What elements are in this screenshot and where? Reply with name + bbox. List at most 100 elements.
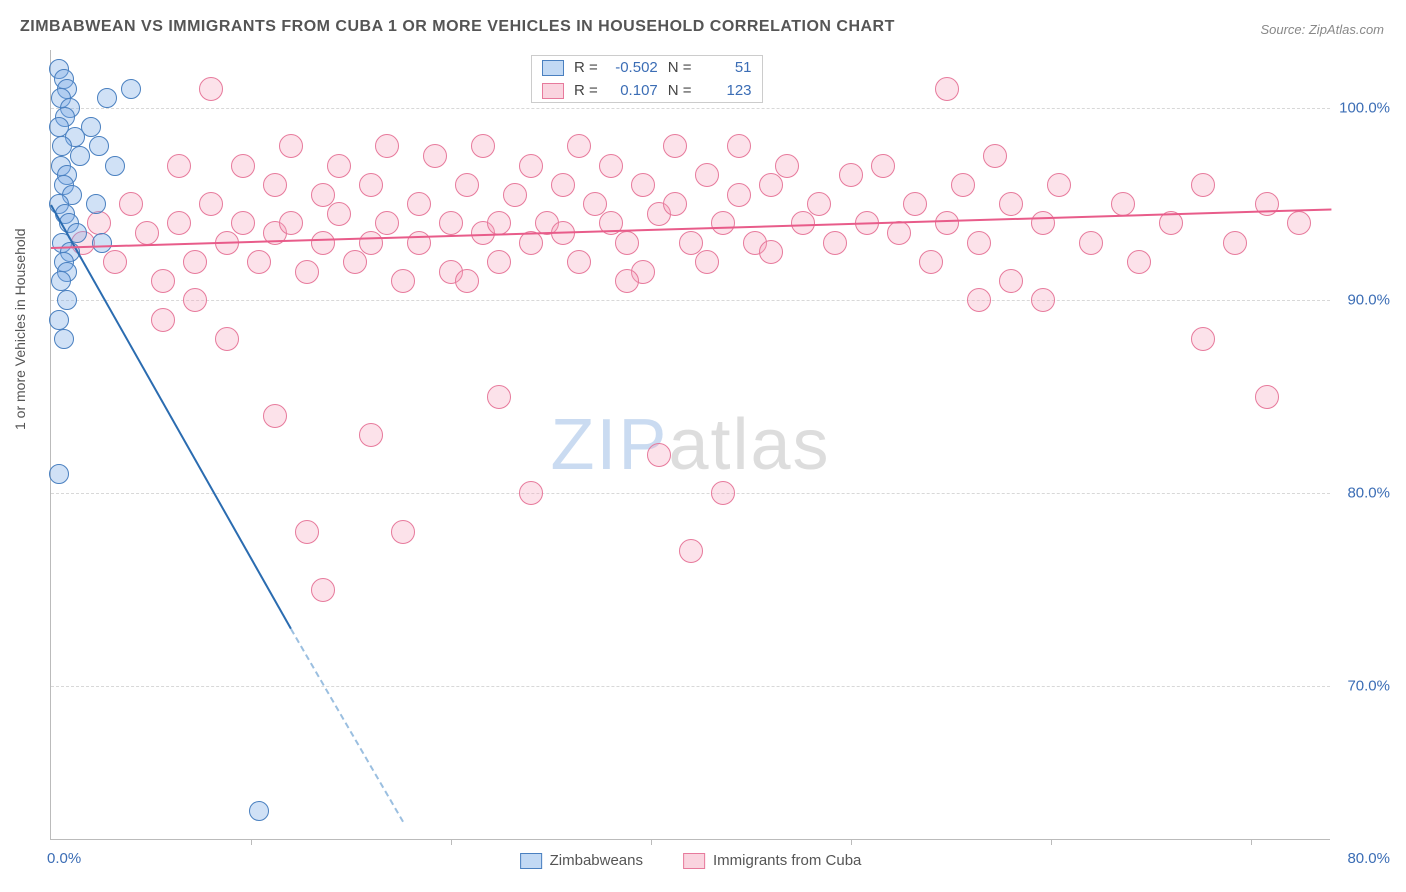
scatter-point-pink bbox=[663, 134, 687, 158]
legend-bottom: Zimbabweans Immigrants from Cuba bbox=[520, 852, 862, 869]
scatter-point-pink bbox=[487, 385, 511, 409]
scatter-point-pink bbox=[87, 211, 111, 235]
watermark-atlas: atlas bbox=[668, 405, 830, 485]
scatter-point-pink bbox=[183, 288, 207, 312]
scatter-point-pink bbox=[375, 134, 399, 158]
scatter-point-blue bbox=[57, 290, 77, 310]
scatter-point-pink bbox=[327, 154, 351, 178]
scatter-point-pink bbox=[263, 173, 287, 197]
scatter-point-blue bbox=[51, 271, 71, 291]
watermark: ZIPatlas bbox=[550, 404, 830, 486]
scatter-point-blue bbox=[249, 801, 269, 821]
scatter-point-pink bbox=[103, 250, 127, 274]
scatter-point-pink bbox=[663, 192, 687, 216]
correlation-row-pink: R = 0.107 N = 123 bbox=[532, 79, 762, 102]
scatter-point-pink bbox=[1191, 173, 1215, 197]
gridline-horizontal bbox=[51, 686, 1330, 687]
x-tick-label: 80.0% bbox=[1347, 850, 1390, 867]
x-tick-mark bbox=[851, 839, 852, 845]
legend-label-blue: Zimbabweans bbox=[550, 852, 643, 869]
gridline-horizontal bbox=[51, 300, 1330, 301]
legend-item-blue: Zimbabweans bbox=[520, 852, 643, 869]
legend-label-pink: Immigrants from Cuba bbox=[713, 852, 861, 869]
scatter-point-pink bbox=[567, 134, 591, 158]
scatter-point-pink bbox=[247, 250, 271, 274]
scatter-point-pink bbox=[887, 221, 911, 245]
scatter-point-pink bbox=[711, 211, 735, 235]
correlation-row-blue: R = -0.502 N = 51 bbox=[532, 56, 762, 79]
scatter-point-pink bbox=[999, 269, 1023, 293]
y-tick-label: 100.0% bbox=[1335, 99, 1390, 116]
scatter-point-pink bbox=[1047, 173, 1071, 197]
scatter-point-pink bbox=[471, 134, 495, 158]
scatter-point-pink bbox=[1287, 211, 1311, 235]
scatter-point-pink bbox=[279, 134, 303, 158]
scatter-point-pink bbox=[759, 240, 783, 264]
n-value-blue: 51 bbox=[702, 59, 752, 76]
scatter-point-pink bbox=[935, 77, 959, 101]
scatter-point-pink bbox=[455, 269, 479, 293]
scatter-point-pink bbox=[343, 250, 367, 274]
scatter-point-pink bbox=[327, 202, 351, 226]
scatter-point-blue bbox=[54, 329, 74, 349]
scatter-point-pink bbox=[615, 269, 639, 293]
scatter-point-pink bbox=[615, 231, 639, 255]
scatter-point-pink bbox=[263, 404, 287, 428]
r-value-blue: -0.502 bbox=[608, 59, 658, 76]
gridline-horizontal bbox=[51, 493, 1330, 494]
scatter-point-pink bbox=[903, 192, 927, 216]
y-tick-label: 70.0% bbox=[1335, 677, 1390, 694]
scatter-point-pink bbox=[503, 183, 527, 207]
x-tick-mark bbox=[1051, 839, 1052, 845]
scatter-point-blue bbox=[49, 310, 69, 330]
x-tick-mark bbox=[451, 839, 452, 845]
r-value-pink: 0.107 bbox=[608, 82, 658, 99]
x-tick-mark bbox=[251, 839, 252, 845]
scatter-point-pink bbox=[727, 183, 751, 207]
scatter-point-blue bbox=[89, 136, 109, 156]
scatter-point-blue bbox=[86, 194, 106, 214]
scatter-point-pink bbox=[951, 173, 975, 197]
scatter-point-pink bbox=[359, 173, 383, 197]
scatter-point-pink bbox=[119, 192, 143, 216]
swatch-blue-icon bbox=[520, 853, 542, 869]
y-axis-title: 1 or more Vehicles in Household bbox=[12, 228, 28, 430]
scatter-point-pink bbox=[1111, 192, 1135, 216]
scatter-point-pink bbox=[519, 481, 543, 505]
scatter-point-pink bbox=[919, 250, 943, 274]
scatter-point-pink bbox=[167, 211, 191, 235]
n-label: N = bbox=[668, 82, 692, 99]
scatter-point-pink bbox=[647, 443, 671, 467]
scatter-chart: ZIPatlas R = -0.502 N = 51 R = 0.107 N =… bbox=[50, 50, 1330, 840]
scatter-point-pink bbox=[1031, 211, 1055, 235]
scatter-point-pink bbox=[631, 173, 655, 197]
n-label: N = bbox=[668, 59, 692, 76]
scatter-point-pink bbox=[679, 539, 703, 563]
x-tick-mark bbox=[1251, 839, 1252, 845]
scatter-point-pink bbox=[999, 192, 1023, 216]
scatter-point-pink bbox=[279, 211, 303, 235]
swatch-pink-icon bbox=[542, 83, 564, 99]
scatter-point-pink bbox=[151, 269, 175, 293]
scatter-point-pink bbox=[759, 173, 783, 197]
scatter-point-blue bbox=[105, 156, 125, 176]
r-label: R = bbox=[574, 59, 598, 76]
scatter-point-pink bbox=[1223, 231, 1247, 255]
scatter-point-blue bbox=[97, 88, 117, 108]
scatter-point-pink bbox=[1127, 250, 1151, 274]
scatter-point-pink bbox=[519, 154, 543, 178]
scatter-point-pink bbox=[839, 163, 863, 187]
scatter-point-pink bbox=[599, 154, 623, 178]
scatter-point-pink bbox=[151, 308, 175, 332]
scatter-point-pink bbox=[359, 423, 383, 447]
scatter-point-blue bbox=[121, 79, 141, 99]
scatter-point-pink bbox=[775, 154, 799, 178]
n-value-pink: 123 bbox=[702, 82, 752, 99]
scatter-point-pink bbox=[295, 520, 319, 544]
scatter-point-pink bbox=[1255, 385, 1279, 409]
scatter-point-pink bbox=[295, 260, 319, 284]
scatter-point-pink bbox=[423, 144, 447, 168]
scatter-point-pink bbox=[407, 192, 431, 216]
scatter-point-pink bbox=[167, 154, 191, 178]
scatter-point-pink bbox=[455, 173, 479, 197]
